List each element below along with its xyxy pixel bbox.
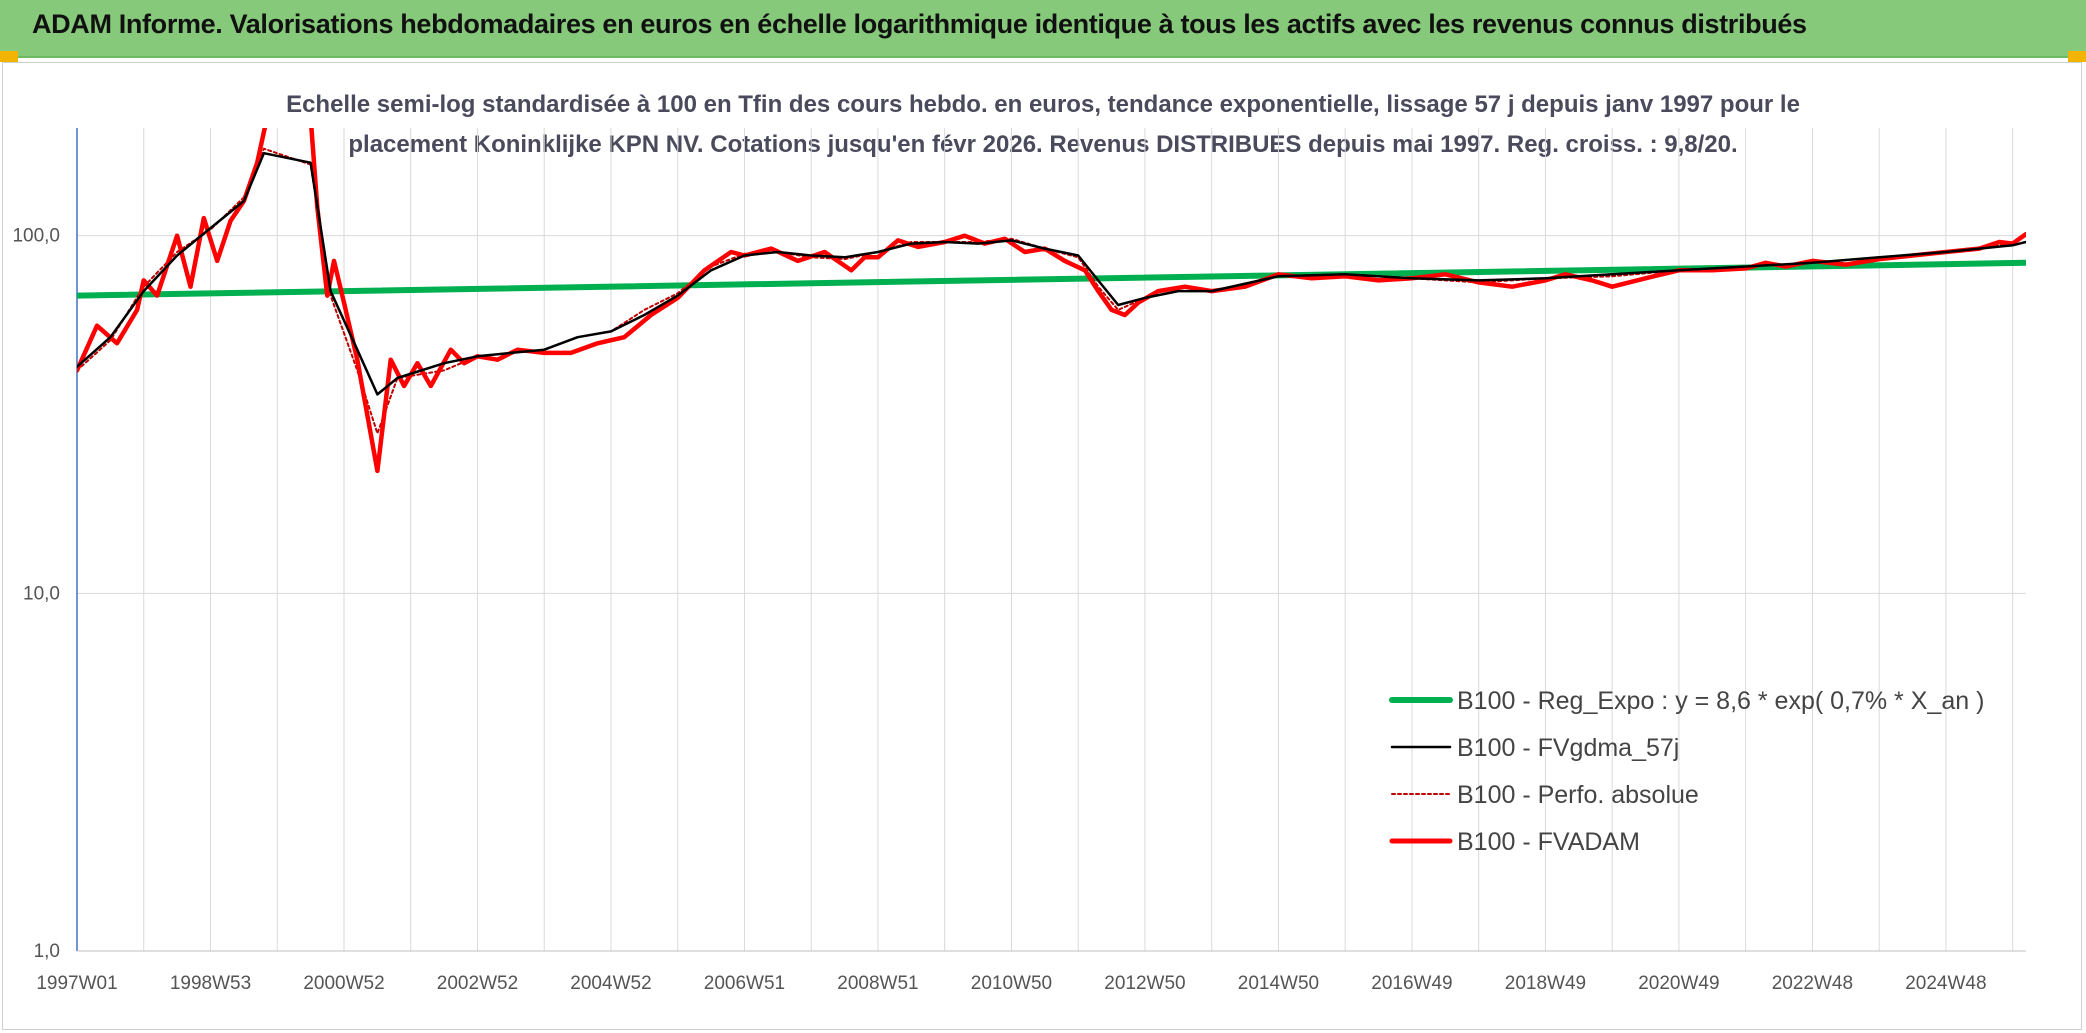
corner-marker-right [2068, 51, 2086, 62]
x-tick-label: 2004W52 [570, 973, 651, 994]
legend-label: B100 - Reg_Expo : y = 8,6 * exp( 0,7% * … [1457, 687, 1984, 715]
chart-title-line-2: placement Koninklijke KPN NV. Cotations … [348, 131, 1737, 158]
legend-label: B100 - FVgdma_57j [1457, 734, 1679, 762]
series-fvadam-line [77, 128, 2026, 474]
legend: B100 - Reg_Expo : y = 8,6 * exp( 0,7% * … [1389, 687, 1984, 856]
chart-title: Echelle semi-log standardisée à 100 en T… [286, 91, 1800, 158]
x-tick-label: 2016W49 [1371, 973, 1452, 994]
x-tick-label: 2022W48 [1772, 973, 1853, 994]
x-tick-label: 2020W49 [1638, 973, 1719, 994]
x-tick-label: 2012W50 [1104, 973, 1185, 994]
x-tick-label: 1997W01 [36, 973, 117, 994]
series-fvgdma-line [77, 151, 2026, 396]
x-tick-label: 2010W50 [971, 973, 1052, 994]
chart-title-line-1: Echelle semi-log standardisée à 100 en T… [286, 91, 1800, 118]
x-tick-label: 2008W51 [837, 973, 918, 994]
chart-frame [2, 62, 2082, 1030]
page-title: ADAM Informe. Valorisations hebdomadaire… [32, 9, 1807, 39]
x-tick-label: 2002W52 [437, 973, 518, 994]
series-group [77, 128, 2026, 474]
y-tick-label: 100,0 [12, 226, 60, 247]
y-tick-label: 1,0 [34, 941, 60, 962]
legend-label: B100 - Perfo. absolue [1457, 781, 1699, 809]
x-tick-label: 2024W48 [1905, 973, 1986, 994]
x-tick-label: 2018W49 [1505, 973, 1586, 994]
y-tick-label: 10,0 [23, 583, 60, 604]
corner-marker-left [0, 51, 18, 62]
x-tick-label: 2000W52 [303, 973, 384, 994]
x-tick-label: 2014W50 [1238, 973, 1319, 994]
axes: 1,0 10,0 100,0 1997W01 1998W53 2000W52 2002W52… [12, 128, 2026, 994]
legend-label: B100 - FVADAM [1457, 828, 1640, 856]
x-tick-label: 1998W53 [170, 973, 251, 994]
header-banner: ADAM Informe. Valorisations hebdomadaire… [0, 0, 2086, 58]
x-tick-label: 2006W51 [704, 973, 785, 994]
